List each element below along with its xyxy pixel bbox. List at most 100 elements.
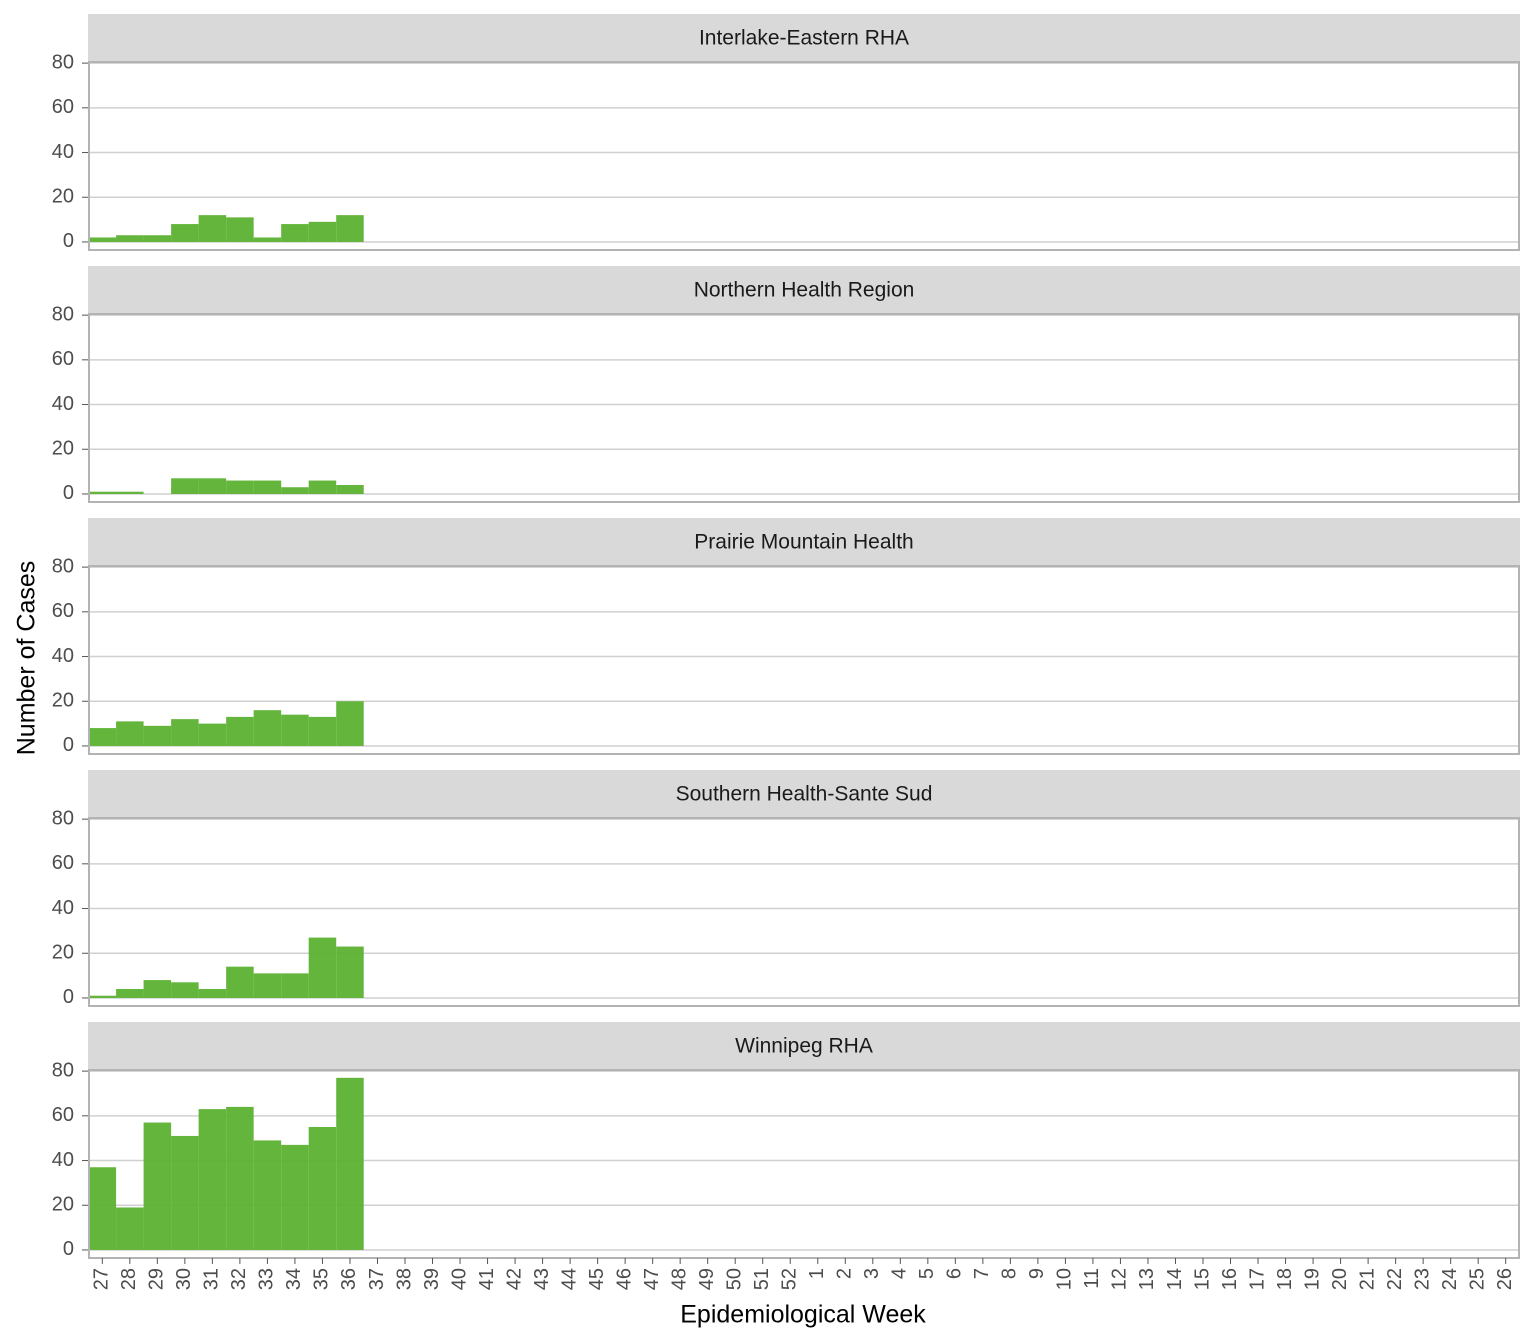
bar: [171, 224, 199, 242]
x-tick-label: 12: [1109, 1268, 1131, 1290]
panel-border: [88, 313, 1520, 503]
bar: [116, 1207, 144, 1250]
y-tick-label: 60: [52, 1104, 74, 1126]
bar: [88, 728, 117, 746]
y-tick-label: 40: [52, 897, 74, 919]
bar: [226, 716, 254, 746]
x-tick-label: 10: [1054, 1268, 1076, 1290]
y-tick-label: 60: [52, 600, 74, 622]
bar: [88, 1167, 117, 1250]
x-tick-label: 1: [806, 1268, 828, 1279]
x-axis-title: Epidemiological Week: [680, 1301, 926, 1329]
bar: [281, 1144, 309, 1250]
y-tick-label: 0: [63, 482, 74, 504]
bar: [226, 217, 254, 242]
y-tick-label: 0: [63, 986, 74, 1008]
x-tick-label: 43: [531, 1268, 553, 1290]
y-tick-label: 60: [52, 348, 74, 370]
facet-title: Winnipeg RHA: [735, 1035, 873, 1058]
y-tick-label: 60: [52, 96, 74, 118]
x-tick-label: 35: [311, 1268, 333, 1290]
y-tick-label: 0: [63, 1238, 74, 1260]
y-tick-label: 80: [52, 51, 74, 73]
x-tick-label: 14: [1164, 1268, 1186, 1290]
x-tick-label: 5: [916, 1268, 938, 1279]
x-tick-label: 8: [999, 1268, 1021, 1279]
bar: [116, 721, 144, 746]
y-tick-label: 40: [52, 393, 74, 415]
bar: [253, 237, 282, 242]
x-tick-label: 48: [668, 1268, 690, 1290]
x-tick-label: 6: [944, 1268, 966, 1279]
x-tick-label: 3: [861, 1268, 883, 1279]
bar: [88, 237, 117, 242]
x-tick-label: 41: [476, 1268, 498, 1290]
bar: [308, 221, 337, 242]
facet-strip: [88, 1022, 1520, 1070]
x-tick-label: 32: [228, 1268, 250, 1290]
y-tick-label: 80: [52, 1059, 74, 1081]
x-tick-label: 23: [1411, 1268, 1433, 1290]
y-tick-label: 20: [52, 186, 74, 208]
x-tick-label: 25: [1466, 1268, 1488, 1290]
x-tick-label: 22: [1384, 1268, 1406, 1290]
x-tick-label: 13: [1136, 1268, 1158, 1290]
x-tick-label: 49: [696, 1268, 718, 1290]
x-tick-label: 16: [1219, 1268, 1241, 1290]
x-tick-label: 28: [118, 1268, 140, 1290]
bar: [143, 1122, 172, 1250]
bar: [281, 487, 309, 494]
x-tick-label: 11: [1081, 1268, 1103, 1289]
y-tick-label: 80: [52, 555, 74, 577]
bar: [253, 710, 282, 746]
x-tick-label: 50: [723, 1268, 745, 1290]
bar: [88, 491, 117, 494]
bar: [308, 716, 337, 746]
x-tick-label: 38: [393, 1268, 415, 1290]
x-tick-label: 51: [751, 1268, 773, 1290]
x-tick-label: 37: [366, 1268, 388, 1290]
x-tick-label: 30: [173, 1268, 195, 1290]
panel-border: [88, 1069, 1520, 1259]
x-tick-label: 7: [971, 1268, 993, 1279]
bar: [336, 701, 364, 746]
y-tick-label: 40: [52, 1149, 74, 1171]
y-tick-label: 40: [52, 141, 74, 163]
bar: [281, 224, 309, 242]
x-tick-label: 52: [779, 1268, 801, 1290]
panel-border: [88, 565, 1520, 755]
bar: [116, 491, 144, 494]
bar: [116, 235, 144, 242]
panel-border: [88, 61, 1520, 251]
x-tick-label: 4: [889, 1268, 911, 1279]
facet-strip: [88, 518, 1520, 566]
bar: [171, 1135, 199, 1250]
facet-title: Northern Health Region: [694, 279, 915, 302]
x-tick-label: 42: [503, 1268, 525, 1290]
bar: [171, 719, 199, 746]
bar: [253, 973, 282, 998]
bar: [336, 485, 364, 494]
bar: [171, 982, 199, 998]
facet-strip: [88, 770, 1520, 818]
x-tick-label: 19: [1301, 1268, 1323, 1290]
bar: [336, 215, 364, 242]
x-tick-label: 46: [613, 1268, 635, 1290]
x-tick-label: 17: [1246, 1268, 1268, 1290]
x-tick-label: 21: [1356, 1268, 1378, 1290]
y-tick-label: 20: [52, 942, 74, 964]
bar: [198, 478, 227, 494]
y-tick-label: 0: [63, 230, 74, 252]
bar: [336, 1077, 364, 1250]
facet-strip: [88, 14, 1520, 62]
y-tick-label: 20: [52, 690, 74, 712]
bar: [116, 989, 144, 998]
x-tick-label: 47: [641, 1268, 663, 1290]
y-tick-label: 80: [52, 303, 74, 325]
x-tick-label: 9: [1026, 1268, 1048, 1279]
bar: [143, 980, 172, 998]
bar: [198, 1109, 227, 1250]
x-tick-label: 45: [586, 1268, 608, 1290]
bar: [226, 966, 254, 998]
